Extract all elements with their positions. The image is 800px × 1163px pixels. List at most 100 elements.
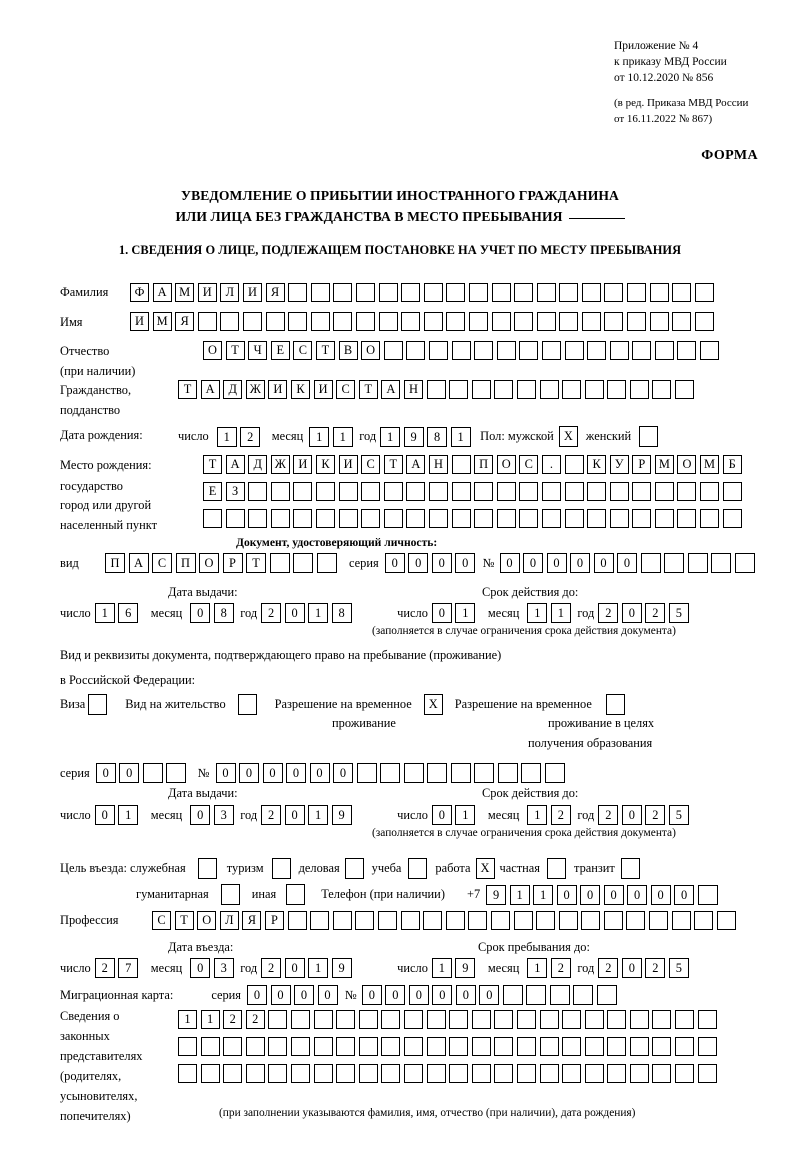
char-cell[interactable] <box>426 1064 446 1083</box>
char-cell[interactable] <box>468 283 488 302</box>
char-cell[interactable] <box>471 1037 491 1056</box>
char-cell[interactable]: И <box>313 380 333 399</box>
char-cell[interactable] <box>406 509 426 528</box>
char-cell[interactable]: 0 <box>408 553 429 573</box>
char-cell[interactable]: 0 <box>650 884 671 905</box>
char-cell[interactable]: Т <box>246 553 266 573</box>
char-cell[interactable] <box>558 911 578 930</box>
char-cell[interactable] <box>700 509 720 528</box>
char-cell[interactable] <box>711 553 732 573</box>
checkbox-residence-permit[interactable] <box>237 694 257 715</box>
char-cell[interactable]: 0 <box>621 805 642 825</box>
char-cell[interactable] <box>626 911 646 930</box>
char-cell[interactable]: 9 <box>455 958 476 978</box>
char-cell[interactable]: У <box>609 455 629 474</box>
char-cell[interactable]: К <box>587 455 607 474</box>
char-cell[interactable] <box>562 380 582 399</box>
checkbox-purpose-other[interactable] <box>286 884 306 905</box>
char-cell[interactable] <box>381 1037 401 1056</box>
char-cell[interactable]: 0 <box>603 884 624 905</box>
char-cell[interactable]: 1 <box>431 958 452 978</box>
char-cell[interactable]: И <box>338 455 358 474</box>
legal-rep-row-3[interactable] <box>178 1064 717 1083</box>
char-cell[interactable]: Я <box>242 911 262 930</box>
char-cell[interactable] <box>562 1037 582 1056</box>
char-cell[interactable] <box>223 1037 243 1056</box>
char-cell[interactable]: 2 <box>598 603 619 623</box>
char-cell[interactable]: Е <box>203 482 222 501</box>
char-cell[interactable] <box>361 482 381 501</box>
char-cell[interactable]: 5 <box>668 603 689 623</box>
char-cell[interactable] <box>564 509 584 528</box>
char-cell[interactable] <box>627 312 647 331</box>
checkbox-female[interactable] <box>639 426 659 447</box>
char-cell[interactable]: А <box>225 455 245 474</box>
char-cell[interactable] <box>428 341 448 360</box>
char-cell[interactable] <box>694 312 714 331</box>
char-cell[interactable]: С <box>519 455 539 474</box>
char-cell[interactable]: 0 <box>284 958 305 978</box>
char-cell[interactable] <box>496 482 516 501</box>
char-cell[interactable]: 0 <box>215 763 236 783</box>
char-cell[interactable] <box>338 482 358 501</box>
char-cell[interactable] <box>491 312 511 331</box>
char-cell[interactable] <box>245 1037 265 1056</box>
char-cell[interactable] <box>310 312 330 331</box>
char-cell[interactable]: 0 <box>621 958 642 978</box>
char-cell[interactable] <box>609 509 629 528</box>
char-cell[interactable] <box>355 911 375 930</box>
char-cell[interactable]: 0 <box>523 553 544 573</box>
char-cell[interactable] <box>310 283 330 302</box>
char-cell[interactable]: 6 <box>118 603 139 623</box>
char-cell[interactable] <box>604 312 624 331</box>
char-cell[interactable]: 2 <box>94 958 115 978</box>
char-cell[interactable]: 0 <box>385 985 406 1005</box>
char-cell[interactable] <box>584 1037 604 1056</box>
char-cell[interactable] <box>268 1037 288 1056</box>
char-cell[interactable] <box>336 1064 356 1083</box>
permit-type-group[interactable]: Виза Вид на жительство Разрешение на вре… <box>60 694 625 715</box>
char-cell[interactable]: 1 <box>94 603 115 623</box>
char-cell[interactable] <box>722 482 742 501</box>
char-cell[interactable] <box>400 911 420 930</box>
char-cell[interactable]: Ф <box>130 283 149 302</box>
char-cell[interactable] <box>649 283 669 302</box>
char-cell[interactable]: З <box>225 482 245 501</box>
char-cell[interactable]: Ж <box>245 380 265 399</box>
char-cell[interactable]: Д <box>223 380 243 399</box>
char-cell[interactable]: А <box>406 455 426 474</box>
char-cell[interactable]: 7 <box>118 958 139 978</box>
char-cell[interactable]: 5 <box>668 958 689 978</box>
char-cell[interactable]: П <box>105 553 125 573</box>
char-cell[interactable]: . <box>541 455 561 474</box>
char-cell[interactable]: Т <box>225 341 245 360</box>
char-cell[interactable] <box>539 1037 559 1056</box>
char-cell[interactable] <box>445 911 465 930</box>
char-cell[interactable] <box>629 380 649 399</box>
char-cell[interactable] <box>494 1064 514 1083</box>
char-cell[interactable] <box>220 312 240 331</box>
char-cell[interactable] <box>383 482 403 501</box>
char-cell[interactable] <box>677 341 697 360</box>
char-cell[interactable]: 0 <box>556 884 577 905</box>
char-cell[interactable]: 0 <box>284 805 305 825</box>
char-cell[interactable] <box>564 482 584 501</box>
char-cell[interactable] <box>541 509 561 528</box>
char-cell[interactable] <box>358 1010 378 1029</box>
char-cell[interactable]: 0 <box>627 884 648 905</box>
char-cell[interactable] <box>451 509 471 528</box>
char-cell[interactable]: 1 <box>216 426 237 447</box>
char-cell[interactable] <box>675 1064 695 1083</box>
char-cell[interactable] <box>423 283 443 302</box>
char-cell[interactable] <box>269 553 290 573</box>
char-cell[interactable]: Т <box>358 380 378 399</box>
char-cell[interactable]: 0 <box>309 763 330 783</box>
char-cell[interactable] <box>245 1064 265 1083</box>
char-cell[interactable]: 0 <box>499 553 520 573</box>
checkbox-purpose-tourism[interactable] <box>271 858 291 879</box>
char-cell[interactable] <box>336 1010 356 1029</box>
char-cell[interactable]: 1 <box>509 884 530 905</box>
char-cell[interactable] <box>539 1010 559 1029</box>
